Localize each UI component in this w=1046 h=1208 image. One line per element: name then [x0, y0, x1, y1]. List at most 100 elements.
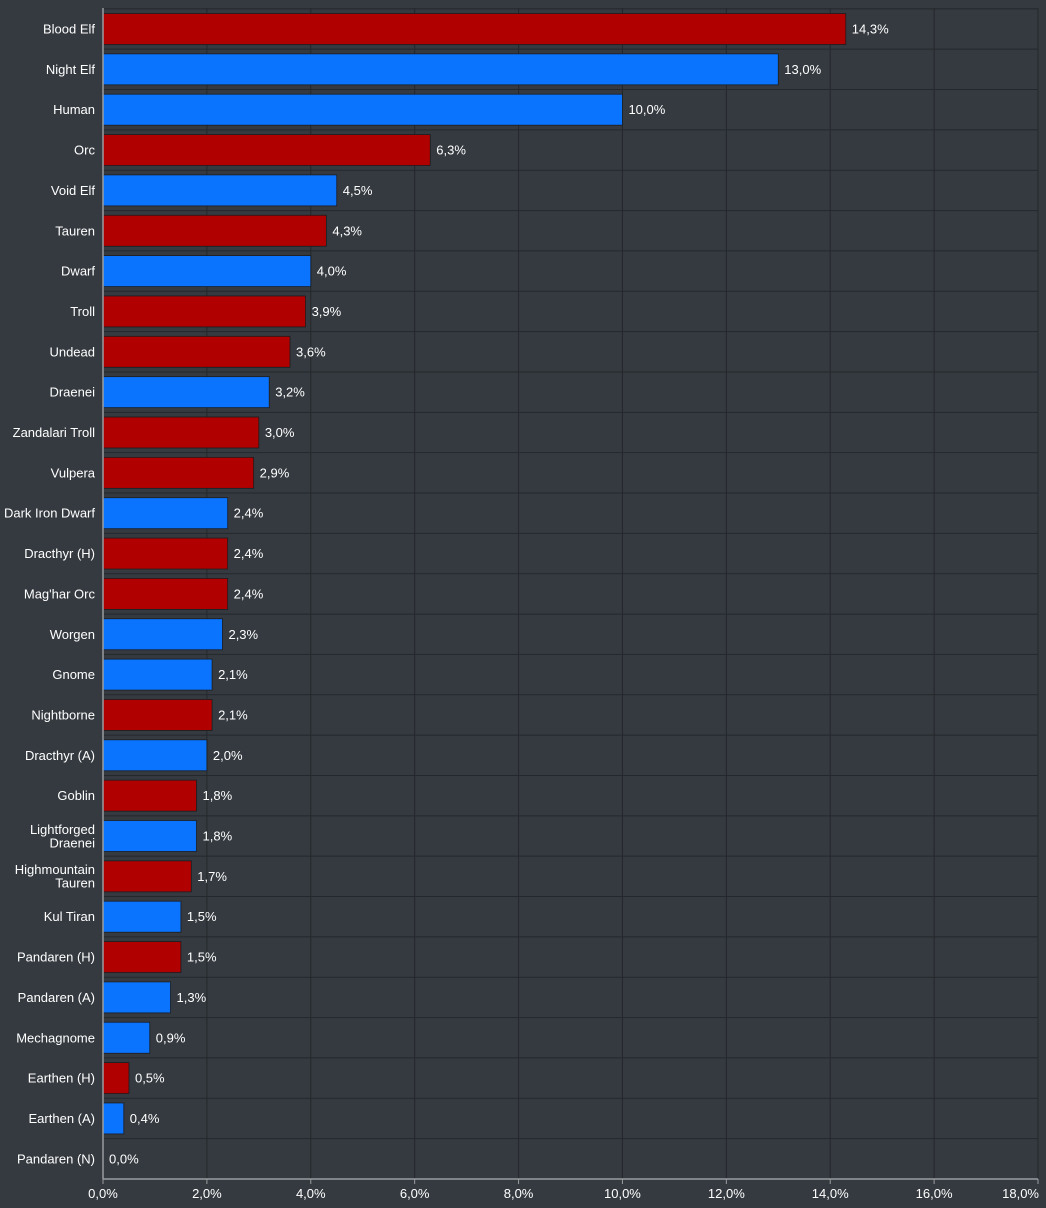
category-label: Goblin [57, 788, 95, 803]
bar-lightforged-draenei[interactable] [102, 820, 197, 852]
bar-human[interactable] [102, 93, 623, 126]
bar-vulpera[interactable] [102, 456, 255, 489]
category-label: Mechagnome [16, 1030, 95, 1045]
category-label: Undead [49, 344, 95, 359]
category-label: Void Elf [51, 183, 95, 198]
x-tick-label: 6,0% [400, 1186, 430, 1201]
category-label: Earthen (H) [28, 1071, 95, 1086]
data-label: 1,5% [187, 950, 217, 965]
data-label: 4,5% [343, 183, 373, 198]
data-label: 3,2% [275, 385, 305, 400]
category-label: Earthen (A) [29, 1111, 95, 1126]
category-label: Orc [74, 143, 95, 158]
x-tick-label: 8,0% [504, 1186, 534, 1201]
category-label: Dracthyr (H) [24, 546, 95, 561]
data-label: 2,4% [234, 586, 264, 601]
category-label: Troll [70, 304, 95, 319]
category-label: Dracthyr (A) [25, 748, 95, 763]
bar-goblin[interactable] [102, 779, 197, 812]
bar-pandaren-a-[interactable] [102, 981, 171, 1014]
bar-blood-elf[interactable] [102, 13, 847, 45]
data-label: 4,0% [317, 264, 347, 279]
category-label: Dark Iron Dwarf [4, 506, 95, 521]
data-label: 2,3% [228, 627, 258, 642]
data-label: 0,4% [130, 1111, 160, 1126]
category-label: Tauren [55, 223, 95, 238]
bar-pandaren-h-[interactable] [102, 941, 182, 973]
category-label: Pandaren (H) [17, 950, 95, 965]
bar-undead[interactable] [102, 335, 291, 368]
data-label: 10,0% [628, 102, 665, 117]
data-label: 1,8% [203, 829, 233, 844]
data-label: 4,3% [332, 223, 362, 238]
data-label: 2,9% [260, 465, 290, 480]
bar-earthen-a-[interactable] [102, 1102, 125, 1135]
bar-night-elf[interactable] [102, 53, 779, 86]
category-label: Gnome [52, 667, 95, 682]
category-label: Highmountain [15, 862, 95, 877]
bar-zandalari-troll[interactable] [102, 416, 260, 449]
category-label: Pandaren (N) [17, 1151, 95, 1166]
category-label: Nightborne [31, 707, 95, 722]
data-label: 3,9% [312, 304, 342, 319]
x-tick-label: 2,0% [192, 1186, 222, 1201]
category-label: Draenei [49, 835, 95, 850]
bar-worgen[interactable] [102, 618, 223, 651]
data-label: 2,4% [234, 546, 264, 561]
bar-orc[interactable] [102, 134, 431, 166]
data-label: 0,5% [135, 1071, 165, 1086]
data-label: 0,9% [156, 1030, 186, 1045]
category-label: Blood Elf [43, 22, 95, 37]
category-label: Draenei [49, 385, 95, 400]
bar-mag-har-orc[interactable] [102, 578, 229, 610]
category-label: Human [53, 102, 95, 117]
data-label: 0,0% [109, 1151, 139, 1166]
x-tick-label: 16,0% [916, 1186, 953, 1201]
bar-dracthyr-h-[interactable] [102, 537, 229, 570]
data-label: 1,8% [203, 788, 233, 803]
category-label: Mag'har Orc [24, 586, 96, 601]
bar-nightborne[interactable] [102, 699, 213, 731]
data-label: 14,3% [852, 22, 889, 37]
x-tick-label: 10,0% [604, 1186, 641, 1201]
bar-dark-iron-dwarf[interactable] [102, 497, 229, 530]
category-label: Tauren [55, 876, 95, 891]
data-label: 1,3% [177, 990, 207, 1005]
bar-kul-tiran[interactable] [102, 900, 182, 933]
data-label: 3,6% [296, 344, 326, 359]
category-label: Lightforged [30, 822, 95, 837]
bar-void-elf[interactable] [102, 174, 338, 207]
data-label: 2,0% [213, 748, 243, 763]
bar-dwarf[interactable] [102, 255, 312, 288]
data-label: 13,0% [784, 62, 821, 77]
bar-earthen-h-[interactable] [102, 1062, 130, 1094]
bar-gnome[interactable] [102, 658, 213, 691]
bar-draenei[interactable] [102, 376, 270, 409]
category-label: Zandalari Troll [13, 425, 95, 440]
bar-troll[interactable] [102, 295, 306, 328]
data-label: 2,1% [218, 667, 248, 682]
data-label: 1,7% [197, 869, 227, 884]
category-label: Worgen [50, 627, 95, 642]
x-tick-label: 14,0% [812, 1186, 849, 1201]
data-label: 2,4% [234, 506, 264, 521]
data-label: 2,1% [218, 707, 248, 722]
x-tick-label: 12,0% [708, 1186, 745, 1201]
bar-dracthyr-a-[interactable] [102, 739, 208, 772]
bar-tauren[interactable] [102, 214, 327, 247]
data-label: 1,5% [187, 909, 217, 924]
category-label: Vulpera [51, 465, 96, 480]
category-label: Dwarf [61, 264, 95, 279]
category-label: Kul Tiran [44, 909, 95, 924]
data-label: 3,0% [265, 425, 295, 440]
bar-mechagnome[interactable] [102, 1021, 151, 1054]
category-label: Night Elf [46, 62, 96, 77]
data-label: 6,3% [436, 143, 466, 158]
category-label: Pandaren (A) [18, 990, 95, 1005]
x-tick-label: 0,0% [88, 1186, 118, 1201]
x-tick-label: 4,0% [296, 1186, 326, 1201]
bar-highmountain-tauren[interactable] [102, 860, 192, 893]
x-tick-label: 18,0% [1002, 1186, 1039, 1201]
